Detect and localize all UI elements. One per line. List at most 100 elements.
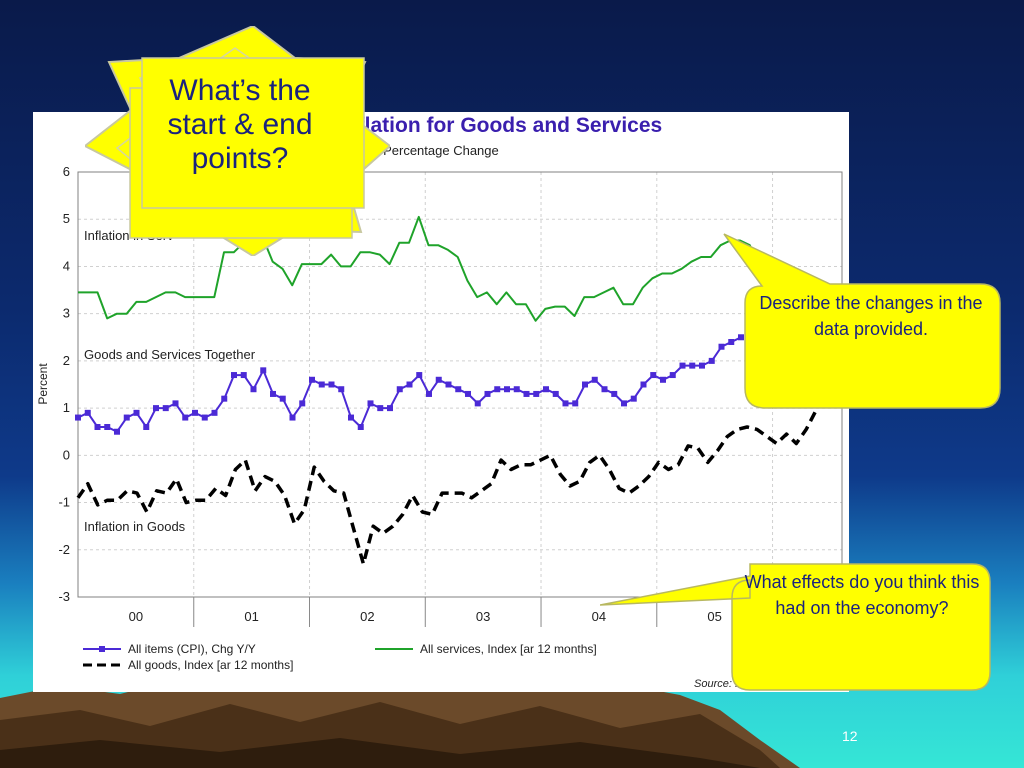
cpi-data-point — [201, 414, 208, 421]
cpi-data-point — [718, 343, 725, 350]
cpi-data-point — [630, 395, 637, 402]
cpi-data-point — [279, 395, 286, 402]
mountain-landscape — [0, 670, 800, 768]
legend-goods-label: All goods, Index [ar 12 months] — [128, 658, 293, 672]
y-tick-label: -2 — [58, 542, 70, 557]
cpi-data-point — [650, 372, 657, 379]
cpi-data-point — [318, 381, 325, 388]
x-tick-label: 00 — [129, 609, 143, 624]
cpi-data-point — [562, 400, 569, 407]
y-tick-label: 2 — [63, 353, 70, 368]
cpi-data-point — [328, 381, 335, 388]
cpi-data-point — [211, 409, 218, 416]
cpi-data-point — [240, 372, 247, 379]
cpi-data-point — [367, 400, 374, 407]
cpi-data-point — [611, 390, 618, 397]
y-tick-label: 5 — [63, 211, 70, 226]
cpi-data-point — [162, 405, 169, 412]
cpi-data-point — [153, 405, 159, 412]
cpi-data-point — [289, 414, 296, 421]
y-tick-label: 0 — [63, 447, 70, 462]
cpi-data-point — [84, 409, 91, 416]
cpi-data-point — [728, 339, 735, 345]
series-line-2 — [76, 409, 818, 566]
cpi-data-point — [679, 362, 686, 369]
source-note: Source: R — [694, 678, 743, 690]
annotation-goods: Inflation in Goods — [84, 519, 186, 534]
cpi-data-point — [426, 390, 432, 397]
cpi-data-point — [406, 381, 413, 388]
cpi-data-point — [533, 390, 540, 397]
cpi-data-point — [270, 390, 276, 397]
x-tick-label: 05 — [707, 609, 721, 624]
cpi-data-point — [465, 390, 471, 397]
cpi-data-point — [455, 386, 462, 393]
cpi-data-point — [250, 386, 257, 393]
chart-title: Inflation for Goods and Services — [339, 114, 662, 137]
x-tick-label: 02 — [360, 609, 374, 624]
cpi-data-point — [699, 362, 705, 369]
cpi-data-point — [143, 424, 150, 430]
cpi-data-point — [123, 414, 130, 421]
cpi-data-point — [104, 424, 111, 430]
cpi-data-point — [660, 376, 666, 383]
y-ticks: 6 5 4 3 2 1 0 -1 -2 -3 — [58, 164, 70, 604]
cpi-data-point — [601, 386, 608, 393]
cpi-data-point — [445, 381, 452, 388]
x-ticks: 00 01 02 03 04 05 — [129, 597, 774, 627]
legend-cpi-label: All items (CPI), Chg Y/Y — [128, 642, 256, 656]
cpi-data-point — [708, 357, 715, 364]
cpi-data-point — [552, 390, 559, 397]
series-line-1 — [78, 215, 780, 322]
effects-callout-text: What effects do you think this had on th… — [744, 572, 980, 618]
cpi-data-point — [75, 414, 81, 421]
x-tick-label: 01 — [244, 609, 258, 624]
cpi-data-point — [621, 400, 627, 407]
x-tick-label: 04 — [592, 609, 606, 624]
cpi-data-point — [494, 386, 501, 393]
cpi-data-point — [640, 381, 647, 388]
cpi-data-point — [484, 390, 491, 397]
cpi-data-point — [689, 362, 696, 369]
y-axis-label: Percent — [36, 363, 50, 405]
cpi-data-point — [416, 372, 423, 379]
slide-number: 12 — [842, 728, 858, 744]
inflation-chart: Inflation for Goods and Services Annual … — [36, 114, 843, 690]
x-tick-label: 03 — [476, 609, 490, 624]
describe-callout-shape — [723, 233, 1001, 409]
cpi-data-point — [338, 386, 345, 393]
cpi-data-point — [738, 334, 744, 341]
cpi-data-point — [523, 390, 530, 397]
starburst-text: What’s the start & end points? — [167, 74, 313, 175]
series-lines — [75, 215, 818, 566]
cpi-data-point — [504, 386, 510, 393]
cpi-data-point — [182, 414, 189, 421]
legend: All items (CPI), Chg Y/Y All services, I… — [83, 642, 597, 672]
cpi-data-point — [377, 405, 384, 412]
cpi-data-point — [192, 409, 198, 416]
cpi-data-point — [94, 424, 101, 430]
cpi-data-point — [231, 372, 237, 379]
describe-callout-text: Describe the changes in the data provide… — [759, 293, 983, 339]
cpi-data-point — [435, 376, 442, 383]
legend-cpi-marker — [99, 646, 105, 652]
annotation-together: Goods and Services Together — [84, 347, 256, 362]
y-tick-label: 3 — [63, 306, 70, 321]
cpi-data-point — [348, 414, 354, 421]
y-tick-label: -1 — [58, 495, 70, 510]
y-tick-label: -3 — [58, 589, 70, 604]
cpi-data-point — [299, 400, 306, 407]
cpi-data-point — [572, 400, 579, 407]
cpi-data-point — [669, 372, 676, 379]
cpi-data-point — [591, 376, 598, 383]
cpi-data-point — [387, 405, 393, 412]
cpi-data-point — [513, 386, 520, 393]
effects-callout-shape — [600, 563, 991, 691]
cpi-data-point — [543, 386, 549, 393]
starburst-callout — [85, 26, 390, 256]
cpi-data-point — [309, 376, 315, 383]
y-tick-label: 4 — [63, 258, 70, 273]
cpi-data-point — [114, 428, 120, 435]
cpi-data-point — [396, 386, 403, 393]
y-tick-label: 1 — [63, 400, 70, 415]
